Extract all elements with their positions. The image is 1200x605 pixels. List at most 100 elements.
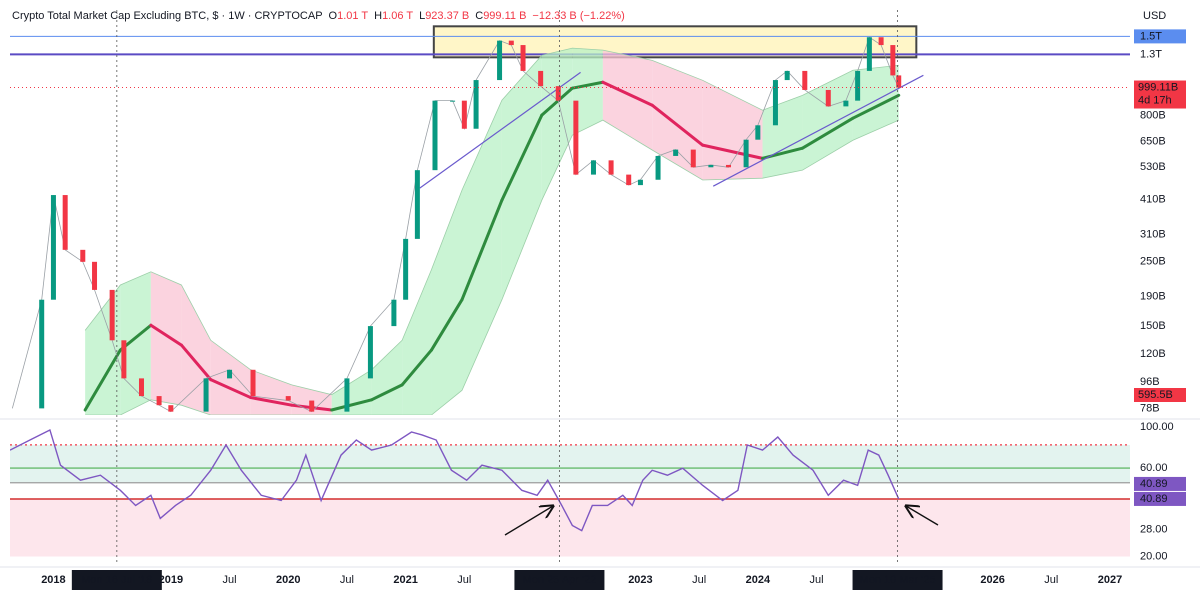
ohlc-value: 1.06 T	[382, 10, 413, 22]
rsi-pane	[10, 428, 1130, 557]
trendline	[419, 71, 581, 189]
ohlc-value: 999.11 B	[483, 10, 526, 22]
trend-line	[540, 86, 574, 117]
arrow	[504, 506, 553, 536]
candle	[203, 378, 209, 412]
candle	[62, 195, 68, 250]
candle	[367, 326, 373, 379]
trend-band	[802, 70, 853, 171]
y-tick-label: 250B	[1140, 256, 1166, 268]
tick-label-bg	[1134, 29, 1186, 44]
chart-title: Crypto Total Market Cap Excluding BTC, $…	[12, 10, 323, 22]
candle	[403, 238, 409, 300]
candle	[344, 378, 350, 412]
x-tick-label: 2018	[41, 574, 65, 586]
trend-line	[570, 80, 605, 90]
change: −12.33 B (−1.22%)	[532, 10, 624, 22]
trend-line	[330, 398, 374, 412]
x-tick-label: 2027	[1098, 574, 1122, 586]
crosshair-label-bg	[514, 570, 605, 590]
trend-band	[461, 100, 502, 391]
last-price-bg	[1134, 80, 1186, 109]
candle	[50, 195, 56, 300]
y-tick-label: 190B	[1140, 290, 1166, 302]
trend-line	[851, 93, 901, 120]
candle	[121, 340, 127, 379]
y-tick-label: 410B	[1140, 193, 1166, 205]
x-tick-label: Jul	[1044, 574, 1058, 586]
candle	[92, 261, 98, 290]
crosshair-label-bg	[71, 570, 162, 590]
rsi-tick-label: 20.00	[1140, 550, 1168, 562]
candle	[391, 299, 397, 327]
y-tick-label: 1.5T	[1140, 30, 1162, 42]
ohlc-key: L	[419, 10, 425, 22]
candle	[843, 100, 849, 107]
candle	[555, 86, 561, 101]
ohlc-key: C	[475, 10, 483, 22]
candle	[39, 299, 45, 409]
trend-line	[800, 116, 855, 150]
x-tick-label: Jul	[692, 574, 706, 586]
trend-line	[500, 113, 544, 202]
candle	[708, 164, 714, 168]
arrow	[906, 506, 939, 526]
x-tick-label: 2021	[393, 574, 417, 586]
y-tick-label: 120B	[1140, 348, 1166, 360]
trend-line	[429, 298, 464, 352]
y-tick-label: 150B	[1140, 320, 1166, 332]
trend-band	[652, 60, 703, 181]
rsi-value-label: 40.89	[1140, 478, 1168, 490]
candle	[168, 405, 174, 412]
resistance-zone	[432, 25, 918, 59]
x-tick-label: 2023	[628, 574, 652, 586]
ohlc: O1.01 T H1.06 T L923.37 B C999.11 B	[329, 10, 527, 22]
candle	[414, 170, 420, 239]
trend-band	[501, 55, 542, 300]
ohlc-value: 923.37 B	[425, 10, 469, 22]
x-tick-label: Jul	[810, 574, 824, 586]
y-tick-label: 78B	[1140, 402, 1160, 414]
volume-label: 595.5B	[1138, 389, 1173, 401]
trend-band	[150, 271, 182, 406]
candle	[608, 160, 614, 175]
rsi-tick-label: 60.00	[1140, 462, 1168, 474]
candle	[802, 70, 808, 90]
trend-line	[701, 143, 765, 160]
trend-band	[402, 269, 432, 415]
rsi-line	[10, 428, 900, 532]
x-tick-label: Jul	[340, 574, 354, 586]
y-tick-label: 800B	[1140, 109, 1166, 121]
x-tick-label: Jul	[457, 574, 471, 586]
candle	[80, 249, 86, 262]
x-tick-label: 2019	[159, 574, 183, 586]
last-price-label: 999.11B	[1138, 81, 1178, 93]
crosshair-label-bg	[852, 570, 943, 590]
candle	[508, 40, 514, 46]
trend-band	[541, 48, 573, 201]
candle	[866, 37, 872, 71]
candle	[138, 378, 144, 397]
rsi-tick-label: 100.00	[1140, 421, 1174, 433]
x-tick-label: Jul	[223, 574, 237, 586]
band-edge	[84, 47, 899, 396]
trend-line	[370, 383, 404, 402]
candle	[637, 179, 643, 186]
trend-band	[181, 284, 211, 415]
trend-band	[602, 50, 653, 151]
trend-line	[249, 396, 294, 407]
trend-band	[852, 65, 899, 141]
crosshair-label: Mon 10 Mar '25	[860, 574, 936, 586]
rsi-zone	[10, 498, 1130, 557]
candle	[227, 369, 233, 379]
rsi-hline-label: 40.89	[1140, 493, 1168, 505]
candle	[520, 45, 526, 71]
y-tick-label: 1.3T	[1140, 48, 1162, 60]
rsi-value-bg	[1134, 476, 1186, 491]
trend-line	[400, 348, 433, 387]
ohlc-value: 1.01 T	[337, 10, 368, 22]
candle	[878, 37, 884, 46]
x-tick-label: 2024	[746, 574, 771, 586]
crosshair-label: Mon 16 Jul '18	[81, 574, 152, 586]
